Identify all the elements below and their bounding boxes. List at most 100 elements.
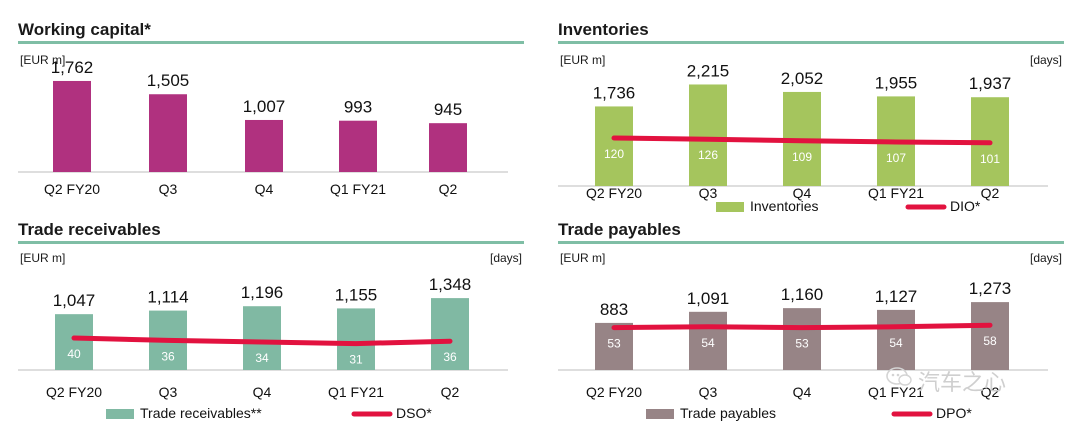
bar-value-label: 883	[600, 300, 628, 319]
trade-payables-chart: 883 Q2 FY20 1,091 Q3 1,160 Q4 1,127 Q1 FY21 1,27…	[558, 279, 1048, 421]
bar-value-label: 1,348	[429, 275, 472, 294]
days-value-label: 54	[701, 336, 715, 350]
days-line	[71, 335, 453, 347]
title-rule	[18, 241, 524, 244]
panel-working-capital: Working capital* [EUR m] 1,762 Q2 FY20 1,5…	[18, 20, 524, 210]
bar	[783, 308, 821, 370]
days-value-label: 34	[255, 351, 269, 365]
chat-bubble-icon	[886, 367, 912, 386]
category-label: Q2	[981, 185, 1000, 201]
category-label: Q1 FY21	[330, 181, 386, 197]
category-label: Q3	[699, 384, 718, 400]
category-label: Q2 FY20	[44, 181, 100, 197]
category-label: Q2	[981, 384, 1000, 400]
panel-trade-receivables: Trade receivables [EUR m] [days] 1,047 Q2…	[18, 220, 524, 425]
bar	[149, 94, 187, 172]
category-label: Q3	[159, 384, 178, 400]
bar	[429, 123, 467, 172]
panel-inventories: Inventories [EUR m] [days] 1,736 Q2 FY20 2…	[558, 20, 1064, 220]
category-label: Q2	[439, 181, 458, 197]
category-label: Q2 FY20	[46, 384, 102, 400]
bar-value-label: 1,937	[969, 74, 1012, 93]
days-value-label: 53	[795, 337, 809, 351]
days-line	[611, 135, 993, 146]
bar-value-label: 1,114	[147, 288, 188, 307]
days-value-label: 58	[983, 334, 997, 348]
bar-value-label: 1,736	[593, 83, 636, 102]
days-value-label: 40	[67, 347, 81, 361]
title-rule	[558, 241, 1064, 244]
days-unit-label: [days]	[1029, 53, 1062, 67]
bar	[595, 106, 633, 186]
legend-label-line: DIO*	[950, 198, 981, 214]
bar	[53, 80, 91, 172]
unit-label: [EUR m]	[560, 53, 606, 67]
bar-value-label: 945	[434, 100, 462, 119]
category-label: Q4	[255, 181, 274, 197]
inventories-chart: 1,736 Q2 FY20 2,215 Q3 2,052 Q4 1,955 Q1 FY21 1,…	[558, 61, 1048, 214]
category-label: Q2 FY20	[586, 185, 642, 201]
bar-value-label: 2,052	[781, 69, 824, 88]
bar-value-label: 1,196	[241, 283, 284, 302]
bar-value-label: 1,007	[243, 97, 286, 116]
bar-value-label: 1,762	[51, 58, 94, 77]
bar-value-label: 2,215	[687, 61, 730, 80]
bar	[877, 309, 915, 370]
chart-title: Trade receivables	[18, 220, 161, 239]
days-value-label: 109	[792, 150, 812, 164]
days-value-label: 107	[886, 151, 906, 165]
title-rule	[18, 41, 524, 44]
category-label: Q2	[441, 384, 460, 400]
unit-label: [EUR m]	[20, 53, 66, 67]
unit-label: [EUR m]	[20, 251, 66, 265]
days-value-label: 53	[607, 337, 621, 351]
bar	[689, 311, 727, 370]
bar-value-label: 1,505	[147, 71, 190, 90]
category-label: Q1 FY21	[868, 384, 924, 400]
bar	[971, 302, 1009, 370]
bar-value-label: 1,273	[969, 279, 1012, 298]
trade-receivables-chart: 1,047 Q2 FY20 1,114 Q3 1,196 Q4 1,155 Q1 FY21 1,…	[18, 275, 508, 421]
days-value-label: 31	[349, 353, 363, 367]
category-label: Q2 FY20	[586, 384, 642, 400]
category-label: Q3	[699, 185, 718, 201]
legend-label-bar: Trade payables	[680, 405, 776, 421]
legend-swatch-bar	[646, 409, 674, 419]
days-value-label: 126	[698, 148, 718, 162]
category-label: Q4	[793, 185, 812, 201]
bar-value-label: 1,091	[687, 289, 730, 308]
bar-value-label: 1,047	[53, 291, 96, 310]
chart-title: Inventories	[558, 20, 649, 39]
legend-label-bar: Trade receivables**	[140, 405, 262, 421]
title-rule	[558, 41, 1064, 44]
bar	[595, 322, 633, 370]
legend-label-line: DSO*	[396, 405, 432, 421]
bar-value-label: 1,160	[781, 285, 824, 304]
bar	[431, 298, 469, 370]
bar	[243, 306, 281, 370]
working-capital-chart: 1,762 Q2 FY20 1,505 Q3 1,007 Q4 993 Q1 FY21 945 Q…	[18, 58, 508, 197]
days-unit-label: [days]	[1029, 251, 1062, 265]
chart-title: Working capital*	[18, 20, 151, 39]
days-value-label: 101	[980, 152, 1000, 166]
bar	[689, 84, 727, 186]
category-label: Q4	[253, 384, 272, 400]
days-unit-label: [days]	[489, 251, 522, 265]
category-label: Q3	[159, 181, 178, 197]
bar-value-label: 1,127	[875, 287, 918, 306]
unit-label: [EUR m]	[560, 251, 606, 265]
category-label: Q1 FY21	[328, 384, 384, 400]
days-value-label: 36	[443, 350, 457, 364]
bar-value-label: 1,155	[335, 285, 378, 304]
panel-trade-payables: Trade payables [EUR m] [days] 883 Q2 FY20…	[558, 220, 1064, 425]
bar	[339, 120, 377, 172]
bar-value-label: 1,955	[875, 73, 918, 92]
legend-swatch-bar	[716, 202, 744, 212]
watermark-text: 汽车之心	[918, 370, 1007, 395]
chart-title: Trade payables	[558, 220, 681, 239]
days-value-label: 36	[161, 349, 175, 363]
legend-label-line: DPO*	[936, 405, 972, 421]
category-label: Q1 FY21	[868, 185, 924, 201]
days-value-label: 120	[604, 147, 624, 161]
bar	[337, 308, 375, 370]
